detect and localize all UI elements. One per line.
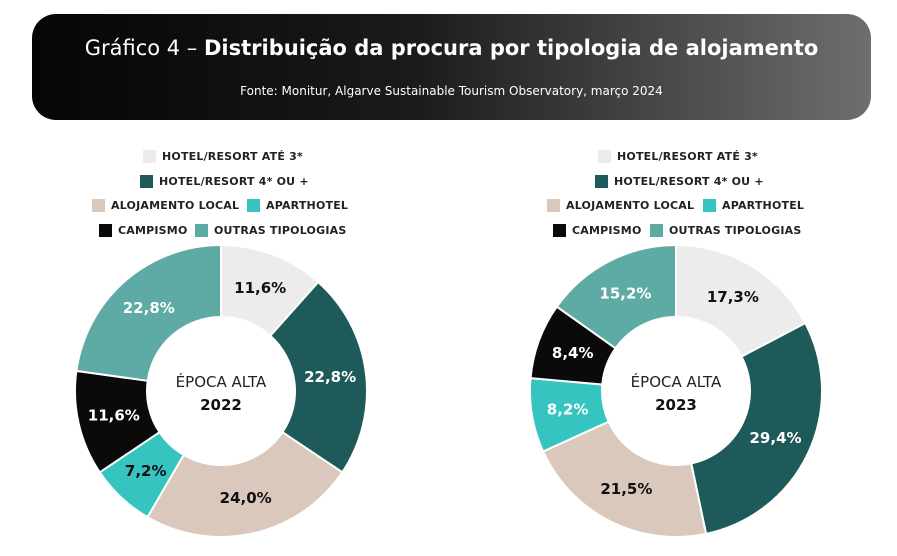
donut-slice	[146, 430, 344, 538]
legend-item-outras: OUTRAS TIPOLOGIAS	[195, 224, 346, 237]
legend-swatch	[143, 150, 156, 163]
legend-item-aparthotel: APARTHOTEL	[247, 199, 348, 212]
center-label-year: 2022	[200, 396, 242, 414]
donut-slice	[75, 243, 222, 382]
legend-item-hotel-3: HOTEL/RESORT ATÉ 3*	[598, 150, 758, 163]
slice-value-label: 15,2%	[599, 284, 651, 302]
header-banner: Gráfico 4 – Distribuição da procura por …	[32, 14, 871, 120]
donut-slice	[541, 420, 708, 538]
legend-label: APARTHOTEL	[266, 199, 349, 212]
legend-label: OUTRAS TIPOLOGIAS	[669, 224, 802, 237]
legend-label: CAMPISMO	[118, 224, 188, 237]
legend-swatch	[650, 224, 663, 237]
donut-slice	[268, 280, 368, 474]
slice-value-label: 11,6%	[234, 279, 286, 297]
legend-item-aparthotel: APARTHOTEL	[703, 199, 804, 212]
slice-value-label: 8,2%	[547, 401, 589, 419]
slice-value-label: 22,8%	[304, 368, 356, 386]
slice-value-label: 22,8%	[123, 299, 175, 317]
legend-swatch	[598, 150, 611, 163]
legend-label: ALOJAMENTO LOCAL	[566, 199, 695, 212]
legend-item-alojamento-local: ALOJAMENTO LOCAL	[547, 199, 694, 212]
slice-value-label: 24,0%	[220, 489, 272, 507]
legend-swatch	[195, 224, 208, 237]
legend-label: ALOJAMENTO LOCAL	[111, 199, 240, 212]
center-label-season: ÉPOCA ALTA	[631, 372, 722, 391]
source-note: Fonte: Monitur, Algarve Sustainable Tour…	[240, 84, 663, 98]
center-label-year: 2023	[655, 396, 697, 414]
slice-value-label: 8,4%	[552, 344, 594, 362]
legend-item-campismo: CAMPISMO	[99, 224, 188, 237]
center-label-season: ÉPOCA ALTA	[176, 372, 267, 391]
legend-item-hotel-3: HOTEL/RESORT ATÉ 3*	[143, 150, 303, 163]
donut-slice	[690, 321, 823, 536]
legend-item-outras: OUTRAS TIPOLOGIAS	[650, 224, 801, 237]
donut-slice	[555, 243, 677, 350]
legend-item-alojamento-local: ALOJAMENTO LOCAL	[92, 199, 239, 212]
legend-item-hotel-4: HOTEL/RESORT 4* OU +	[140, 175, 309, 188]
legend-label: OUTRAS TIPOLOGIAS	[214, 224, 347, 237]
legend-label: HOTEL/RESORT ATÉ 3*	[162, 150, 303, 163]
title-prefix: Gráfico 4 –	[84, 36, 204, 60]
title-main: Distribuição da procura por tipologia de…	[204, 36, 819, 60]
slice-value-label: 7,2%	[125, 462, 167, 480]
legend-item-campismo: CAMPISMO	[553, 224, 642, 237]
legend-label: HOTEL/RESORT 4* OU +	[159, 175, 309, 188]
legend-swatch	[703, 199, 716, 212]
legend-label: APARTHOTEL	[722, 199, 805, 212]
legend-item-hotel-4: HOTEL/RESORT 4* OU +	[595, 175, 764, 188]
legend-swatch	[247, 199, 260, 212]
legend-2022: HOTEL/RESORT ATÉ 3* HOTEL/RESORT 4* OU +…	[0, 0, 440, 240]
legend-swatch	[595, 175, 608, 188]
legend-swatch	[99, 224, 112, 237]
legend-label: CAMPISMO	[572, 224, 642, 237]
slice-value-label: 21,5%	[600, 480, 652, 498]
legend-swatch	[547, 199, 560, 212]
legend-label: HOTEL/RESORT ATÉ 3*	[617, 150, 758, 163]
legend-label: HOTEL/RESORT 4* OU +	[614, 175, 764, 188]
legend-swatch	[140, 175, 153, 188]
legend-swatch	[553, 224, 566, 237]
slice-value-label: 17,3%	[707, 288, 759, 306]
chart-title: Gráfico 4 – Distribuição da procura por …	[32, 36, 871, 60]
slice-value-label: 11,6%	[88, 407, 140, 425]
legend-swatch	[92, 199, 105, 212]
slice-value-label: 29,4%	[750, 429, 802, 447]
legend-2023: HOTEL/RESORT ATÉ 3* HOTEL/RESORT 4* OU +…	[0, 0, 897, 240]
